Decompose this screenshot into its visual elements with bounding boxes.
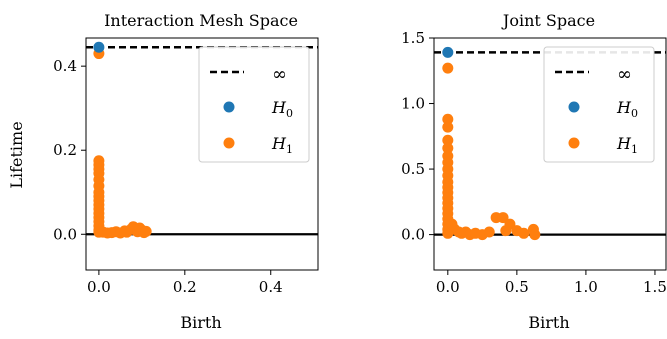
ticks-layer: 0.0 0.2 0.4 0.0 0.2 0.4 [53, 57, 283, 296]
legend-h0-label: H0 [616, 98, 638, 120]
y-axis-label: Lifetime [7, 121, 26, 188]
legend-h1-marker [223, 137, 235, 149]
h1-point [442, 134, 454, 146]
legend-h1-base: H [271, 134, 287, 153]
x-tick-label: 1.5 [643, 278, 667, 296]
legend-h1-marker [568, 137, 580, 149]
legend-h1-base: H [616, 134, 632, 153]
panel-interaction-mesh: Interaction Mesh Space Lifetime Birth 0.… [7, 11, 319, 332]
x-tick-label: 0.0 [436, 278, 460, 296]
legend-box [543, 46, 655, 163]
ticks-layer: 0.0 0.5 1.0 1.5 0.0 0.5 1.0 1.5 [401, 29, 667, 296]
panel-title: Joint Space [501, 11, 595, 30]
legend-h0-label: H0 [271, 98, 293, 120]
x-axis-label: Birth [528, 313, 569, 332]
h1-point [518, 227, 530, 239]
h1-point [504, 218, 516, 230]
y-tick-label: 1.5 [401, 29, 425, 47]
x-tick-label: 0.4 [259, 278, 283, 296]
h1-point [483, 226, 495, 238]
legend-h1-label: H1 [616, 134, 638, 156]
points-layer [442, 46, 541, 241]
legend-h1-sub: 1 [286, 143, 293, 156]
h1-point [442, 121, 454, 133]
x-tick-label: 1.0 [574, 278, 598, 296]
legend-inf-label: ∞ [272, 64, 287, 85]
x-axis-label: Birth [180, 313, 221, 332]
legend-inf-label: ∞ [617, 64, 632, 85]
y-tick-label: 0.5 [401, 160, 425, 178]
y-tick-label: 0.2 [53, 141, 77, 159]
legend: ∞ H0 H1 [543, 46, 655, 163]
x-tick-label: 0.0 [87, 278, 111, 296]
legend-box [198, 46, 310, 163]
legend: ∞ H0 H1 [198, 46, 310, 163]
h0-point [442, 46, 454, 58]
legend-h1-label: H1 [271, 134, 293, 156]
y-tick-label: 0.0 [401, 226, 425, 244]
legend-h0-marker [223, 101, 235, 113]
panel-joint-space: Joint Space Birth 0.0 0.5 1.0 1.5 0.0 0.5 1.0 1… [401, 11, 667, 332]
h1-point [442, 62, 454, 74]
h1-point [442, 142, 454, 154]
y-tick-label: 0.4 [53, 57, 77, 75]
h1-point [442, 113, 454, 125]
y-tick-label: 0.0 [53, 225, 77, 243]
h1-point [497, 212, 509, 224]
legend-h0-sub: 0 [631, 107, 638, 120]
h1-point [529, 229, 541, 241]
h1-point [140, 225, 152, 237]
x-tick-label: 0.2 [173, 278, 197, 296]
legend-h0-base: H [616, 98, 632, 117]
points-layer [93, 41, 152, 239]
panel-title: Interaction Mesh Space [104, 11, 298, 30]
legend-h0-sub: 0 [286, 107, 293, 120]
legend-h1-sub: 1 [631, 143, 638, 156]
x-tick-label: 0.5 [505, 278, 529, 296]
y-tick-label: 1.0 [401, 95, 425, 113]
legend-h0-base: H [271, 98, 287, 117]
h0-point [93, 41, 105, 53]
legend-h0-marker [568, 101, 580, 113]
